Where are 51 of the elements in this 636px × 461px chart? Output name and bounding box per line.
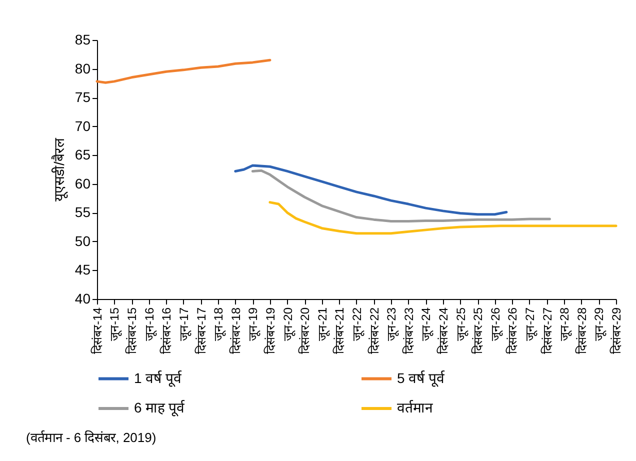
x-tick-label: जून-26 [488,307,504,341]
x-tick-label: दिसंबर-14 [90,307,104,354]
x-tick-label: दिसंबर-28 [574,307,589,354]
x-tick-label: जून-17 [176,307,192,341]
y-tick-label: 40 [74,290,91,306]
x-tick-label: जून-22 [350,307,365,341]
line-series [234,164,508,216]
x-tick-label: दिसंबर-23 [402,307,416,354]
x-tick-label: जून-25 [454,307,469,341]
y-axis-title: यूएसडी/बैरल [50,138,68,202]
x-tick-label: दिसंबर-21 [332,307,347,354]
y-tick-label: 80 [74,60,91,76]
x-tick-label: दिसंबर-20 [298,307,312,354]
legend-label: 5 वर्ष पूर्व [397,370,446,387]
x-tick-label: दिसंबर-19 [263,307,278,354]
line-series [96,58,272,84]
x-tick-label: जून-18 [212,307,227,341]
x-tick-label: जून-24 [419,307,434,341]
x-tick-label: दिसंबर-22 [367,307,382,354]
legend-label: 1 वर्ष पूर्व [134,370,183,387]
y-tick-label: 60 [74,175,91,192]
x-tick-label: जून-21 [315,307,330,341]
x-tick-label: जून-16 [142,307,158,341]
x-tick-label: जून-15 [108,307,123,341]
y-tick-label: 65 [74,146,91,163]
y-tick-label: 70 [74,118,91,134]
x-tick-label: दिसंबर-16 [160,307,174,354]
x-tick-label: दिसंबर-17 [194,307,208,354]
x-tick-label: जून-27 [522,307,538,341]
x-tick-label: जून-20 [280,307,296,341]
x-tick-label: जून-29 [592,307,608,341]
x-tick-label: जून-23 [384,307,400,341]
x-tick-label: दिसंबर-24 [436,307,451,354]
x-tick-label: दिसंबर-29 [610,307,624,354]
x-tick-label: दिसंबर-26 [506,307,520,354]
x-tick-label: दिसंबर-27 [540,307,554,354]
x-tick-label: दिसंबर-15 [125,307,140,354]
y-tick-label: 50 [74,232,91,249]
text: (वर्तमान - 6 दिसंबर, 2019) [26,429,156,446]
legend-label: 6 माह पूर्व [134,400,186,416]
x-tick-label: दिसंबर-25 [471,307,486,354]
x-tick-label: जून-19 [246,307,262,341]
y-tick-label: 85 [74,32,91,48]
legend-label: वर्तमान [397,400,433,416]
line-series [268,201,618,235]
x-tick-label: जून-28 [558,307,573,341]
y-tick-label: 75 [74,89,91,106]
y-tick-label: 55 [74,204,91,220]
x-tick-label: दिसंबर-18 [228,307,243,354]
line-series [251,169,551,223]
y-tick-label: 45 [74,262,91,278]
